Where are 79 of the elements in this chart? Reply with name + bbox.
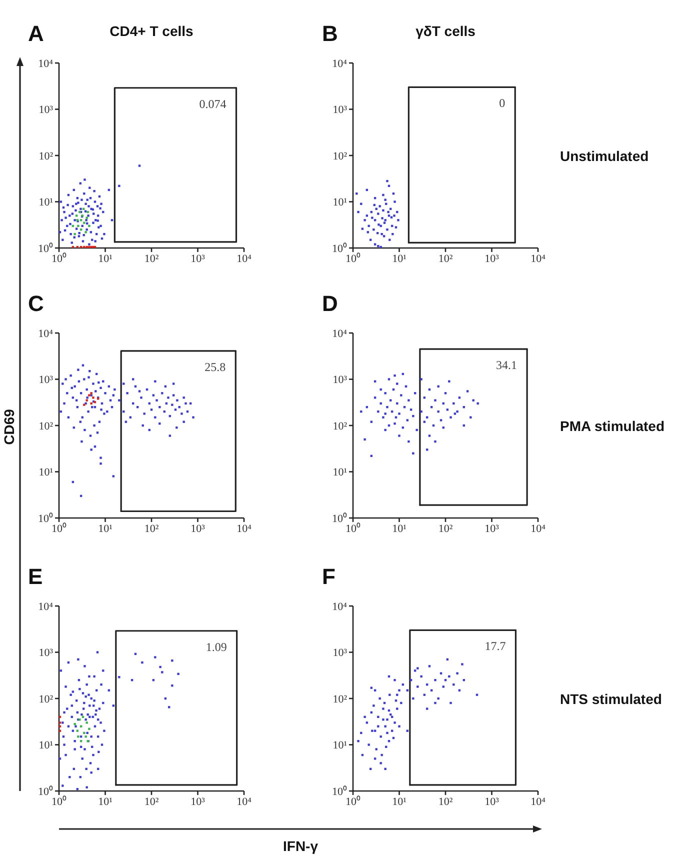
- x-tick-label: 10⁴: [530, 796, 546, 808]
- x-tick-label: 10⁴: [236, 796, 252, 808]
- y-tick-label: 10²: [332, 420, 348, 432]
- x-tick-label: 10²: [144, 522, 160, 535]
- y-tick-label: 10⁴: [38, 600, 54, 613]
- x-tick-label: 10⁴: [236, 522, 252, 535]
- x-tick-label: 10⁰: [52, 252, 66, 265]
- text: PMA stimulated: [560, 416, 664, 434]
- y-tick-label: 10⁴: [332, 600, 348, 613]
- chart-title: F: [322, 564, 336, 590]
- x-tick-label: 10²: [144, 796, 160, 808]
- y-tick-label: 10⁴: [332, 328, 348, 340]
- y-tick-label: 10³: [332, 374, 348, 386]
- x-tick-label: 10⁴: [530, 522, 546, 535]
- x-tick-label: 10³: [484, 522, 500, 535]
- y-tick-label: 10⁰: [332, 512, 347, 525]
- y-tick-label: 10⁰: [332, 242, 347, 255]
- x-tick-label: 10²: [438, 522, 454, 535]
- y-tick-label: 10¹: [332, 466, 347, 479]
- x-tick-label: 10²: [144, 252, 160, 265]
- annotation: 1.09: [206, 640, 227, 654]
- chart-subtitle: CD4+ T cells: [108, 22, 194, 40]
- annotation: 0.074: [199, 96, 226, 111]
- x-tick-label: 10¹: [392, 796, 406, 808]
- y-tick-label: 10¹: [332, 740, 347, 752]
- x-tick-label: 10³: [190, 522, 206, 535]
- y-tick-label: 10¹: [38, 466, 53, 479]
- annotation: 0: [499, 96, 506, 110]
- annotation: 34.1: [496, 358, 518, 372]
- y-tick-label: 10³: [38, 374, 54, 386]
- y-tick-label: 10³: [38, 104, 54, 116]
- y-tick-label: 10⁴: [332, 58, 348, 70]
- y-tick-label: 10⁴: [38, 58, 54, 70]
- x-tick-label: 10⁰: [346, 794, 360, 808]
- chart-title: E: [28, 564, 43, 590]
- x-tick-label: 10⁰: [52, 522, 66, 535]
- y-tick-label: 10³: [38, 647, 54, 660]
- chart-title: A: [28, 21, 44, 47]
- chart-title: D: [322, 291, 338, 317]
- y-tick-label: 10⁴: [38, 328, 54, 340]
- x-tick-label: 10²: [438, 252, 454, 265]
- y-tick-label: 10²: [38, 420, 54, 432]
- y-tick-label: 10³: [332, 647, 348, 660]
- x-tick-label: 10¹: [98, 796, 112, 808]
- x-tick-label: 10⁴: [236, 252, 252, 265]
- x-tick-label: 10⁰: [346, 252, 360, 265]
- x-tick-label: 10⁰: [346, 522, 360, 535]
- y-tick-label: 10²: [38, 693, 54, 706]
- text: NTS stimulated: [560, 690, 662, 708]
- y-tick-label: 10¹: [332, 196, 347, 209]
- x-tick-label: 10⁴: [530, 252, 546, 265]
- x-tick-label: 10¹: [98, 522, 112, 535]
- annotation: 17.7: [484, 639, 506, 654]
- x-tick-label: 10¹: [392, 522, 406, 535]
- x-tick-label: 10¹: [98, 252, 112, 265]
- y-tick-label: 10¹: [38, 740, 53, 752]
- y-tick-label: 10²: [332, 150, 348, 162]
- y-tick-label: 10³: [332, 104, 348, 116]
- chart-title: C: [28, 291, 44, 317]
- y-tick-label: 10⁰: [38, 242, 53, 255]
- x-tick-label: 10³: [190, 252, 206, 265]
- x-tick-label: 10¹: [392, 252, 406, 265]
- y-tick-label: 10¹: [38, 196, 53, 209]
- annotation: 25.8: [204, 360, 226, 374]
- x-tick-label: 10⁰: [52, 794, 66, 808]
- y-tick-label: 10²: [38, 150, 54, 162]
- x-tick-label: 10³: [190, 796, 206, 808]
- y-tick-label: 10⁰: [332, 784, 347, 798]
- x-tick-label: 10³: [484, 252, 500, 265]
- y-tick-label: 10⁰: [38, 784, 53, 798]
- y-axis-title: CD69: [1, 408, 17, 445]
- y-tick-label: 10²: [332, 693, 348, 706]
- x-axis-title: IFN-γ: [283, 838, 318, 854]
- text: Unstimulated: [560, 146, 649, 164]
- chart-title: B: [322, 21, 338, 47]
- x-tick-label: 10³: [484, 796, 500, 808]
- y-tick-label: 10⁰: [38, 512, 53, 525]
- chart-subtitle: γδT cells: [414, 22, 476, 40]
- x-tick-label: 10²: [438, 796, 454, 808]
